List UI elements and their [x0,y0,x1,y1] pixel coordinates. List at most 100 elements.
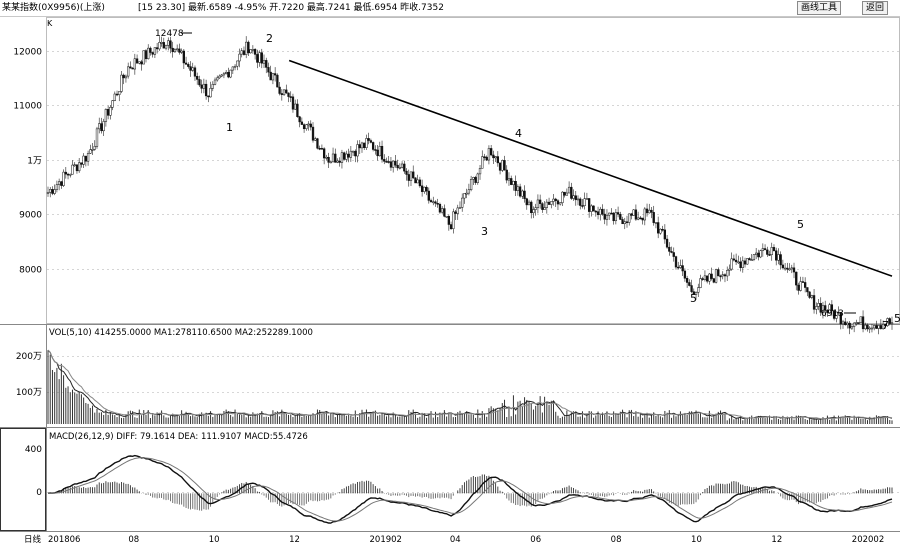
candle-body [111,100,114,108]
candle-body [775,250,778,261]
volume-tick-label: 100万 [16,388,42,398]
candle-body [149,47,152,53]
candle-body [472,177,475,180]
candle-body [231,66,234,71]
back-button[interactable]: 返回 [862,1,889,15]
candle-body [712,278,715,283]
candle-body [193,67,197,77]
candle-body [178,48,181,53]
candle-body [855,322,858,324]
candle-body [616,212,620,215]
candle-body [100,123,103,132]
candle-body [133,58,136,70]
resistance-trendline[interactable] [288,59,893,277]
candle-body [409,171,413,181]
candle-body [289,96,292,98]
candle-body [225,72,228,75]
candle-body [668,246,671,252]
candle-body [652,212,655,223]
candle-body [864,324,867,330]
candle-body [648,209,651,214]
candle-body [821,305,825,313]
date-tick-label: 08 [611,535,622,544]
candle-body [570,186,573,199]
candle-body [563,191,566,196]
candle-body [714,269,718,283]
candle-body [501,160,504,171]
candle-body [870,327,874,330]
candle-body [220,74,223,77]
date-tick-label: 12 [771,535,782,544]
candle-body [866,324,869,330]
candle-body [530,201,533,214]
candle-body [365,138,368,148]
candle-body [389,161,393,168]
candle-body [579,198,582,206]
candle-body [140,61,143,65]
candle-body [144,50,148,60]
candle-body [447,216,450,225]
candle-body [536,199,540,208]
candle-body [189,66,192,71]
candle-body [706,275,709,282]
draw-tool-button[interactable]: 画线工具 [797,1,842,15]
candle-body [367,138,370,141]
candle-body [176,48,179,51]
candle-body [280,93,283,95]
candle-body [414,177,417,184]
candle-body [857,322,860,324]
candle-body [249,49,252,54]
wave-label: 5 [797,218,804,231]
candle-body [592,205,595,212]
candle-body [338,160,341,163]
candle-body [835,311,838,319]
volume-ma2-line [47,349,893,420]
candle-body [888,318,891,324]
candle-body [441,208,444,213]
candle-body [538,199,542,204]
date-tick-label: 201902 [370,535,402,544]
candle-body [757,252,760,258]
candle-body [752,254,756,260]
candle-body [363,142,366,148]
candle-body [786,267,789,270]
candle-body [748,258,751,261]
candle-body [523,190,526,199]
macd-legend: MACD(26,12,9) DIFF: 79.1614 DEA: 111.910… [49,432,308,442]
candle-body [496,156,499,164]
candle-body [427,190,430,201]
candle-body [316,138,319,149]
candle-body [726,270,729,277]
candle-body [380,145,384,160]
wave-label: 5 [894,312,900,325]
candle-body [574,195,577,201]
candle-body [276,74,279,88]
wave-label: 2 [266,32,273,45]
candle-body [245,41,248,55]
candle-body [483,156,486,158]
candle-body [839,312,842,325]
candle-body [463,193,466,199]
candle-body [122,74,125,79]
candle-body [322,148,326,159]
candle-body [376,149,379,157]
candle-body [213,79,217,85]
candle-body [89,149,92,154]
candle-body [766,249,769,255]
candle-body [873,325,876,329]
candle-body [801,281,805,283]
price-gridlines [47,51,899,270]
candle-body [750,259,753,261]
candle-body [701,278,704,280]
candle-body [256,54,259,63]
candle-body [233,65,237,68]
candle-body [135,58,139,64]
candle-body [797,284,800,291]
candle-body [207,95,210,98]
candle-body [804,282,807,288]
candle-body [387,161,390,163]
candle-body [461,197,464,208]
candle-body [670,251,673,253]
candle-body [240,50,243,55]
